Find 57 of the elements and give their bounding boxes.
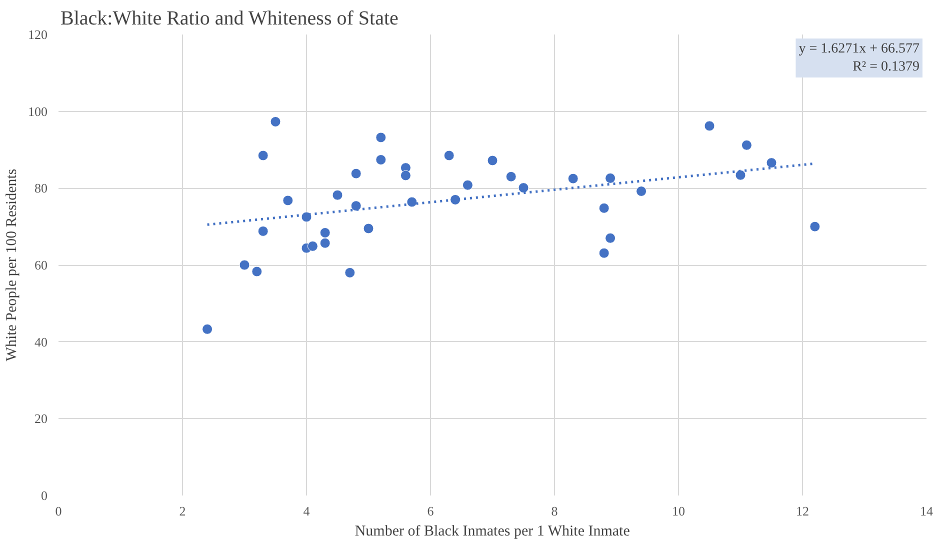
point [444, 150, 454, 161]
point [598, 202, 610, 214]
point [568, 173, 578, 184]
x-tick-label: 2 [179, 504, 186, 518]
point [605, 172, 616, 184]
y-tick-label: 120 [28, 27, 48, 42]
y-tick-label: 0 [41, 488, 48, 503]
point [320, 238, 330, 248]
chart-title: Black:White Ratio and Whiteness of State [60, 8, 399, 30]
point [350, 200, 362, 212]
point [406, 196, 418, 208]
point [766, 158, 777, 168]
point [518, 182, 529, 194]
x-tick-label: 6 [427, 504, 434, 518]
annotation: y = 1.6271x + 66.577 [798, 42, 920, 56]
point [202, 324, 213, 334]
point [350, 168, 362, 179]
point [301, 212, 312, 222]
point [282, 195, 294, 206]
y-tick-label: 60 [34, 258, 48, 272]
point [376, 154, 386, 165]
point [307, 240, 318, 252]
point [598, 248, 610, 258]
point [258, 150, 268, 161]
point [450, 194, 461, 205]
point [320, 227, 330, 238]
y-tick-label: 80 [34, 180, 48, 196]
point [636, 186, 647, 196]
y-tick-label: 40 [34, 334, 48, 350]
point [810, 221, 820, 232]
point [332, 190, 343, 200]
point [462, 180, 473, 190]
point [239, 260, 250, 270]
annotation: R² = 0.1379 [852, 60, 920, 74]
point [400, 170, 411, 181]
x-tick-label: 12 [796, 504, 809, 518]
point [344, 267, 356, 278]
x-tick-label: 10 [672, 504, 685, 518]
point [605, 232, 616, 244]
point [704, 120, 715, 132]
point [735, 170, 746, 180]
x-tick-label: 8 [551, 504, 558, 518]
y-axis-title: White People per 100 Residents [4, 168, 20, 362]
x-tick-label: 14 [920, 504, 934, 518]
y-tick-label: 100 [28, 104, 48, 119]
point [270, 116, 281, 127]
y-tick-label: 20 [34, 411, 48, 426]
x-tick-label: 0 [55, 504, 62, 518]
point [258, 226, 268, 236]
point [487, 155, 498, 166]
x-tick-label: 4 [303, 504, 310, 518]
point [741, 140, 752, 150]
point [363, 223, 374, 234]
x-axis-title: Number of Black Inmates per 1 White Inmate [354, 524, 630, 540]
point [252, 266, 262, 277]
point [506, 171, 516, 182]
point [376, 132, 386, 143]
